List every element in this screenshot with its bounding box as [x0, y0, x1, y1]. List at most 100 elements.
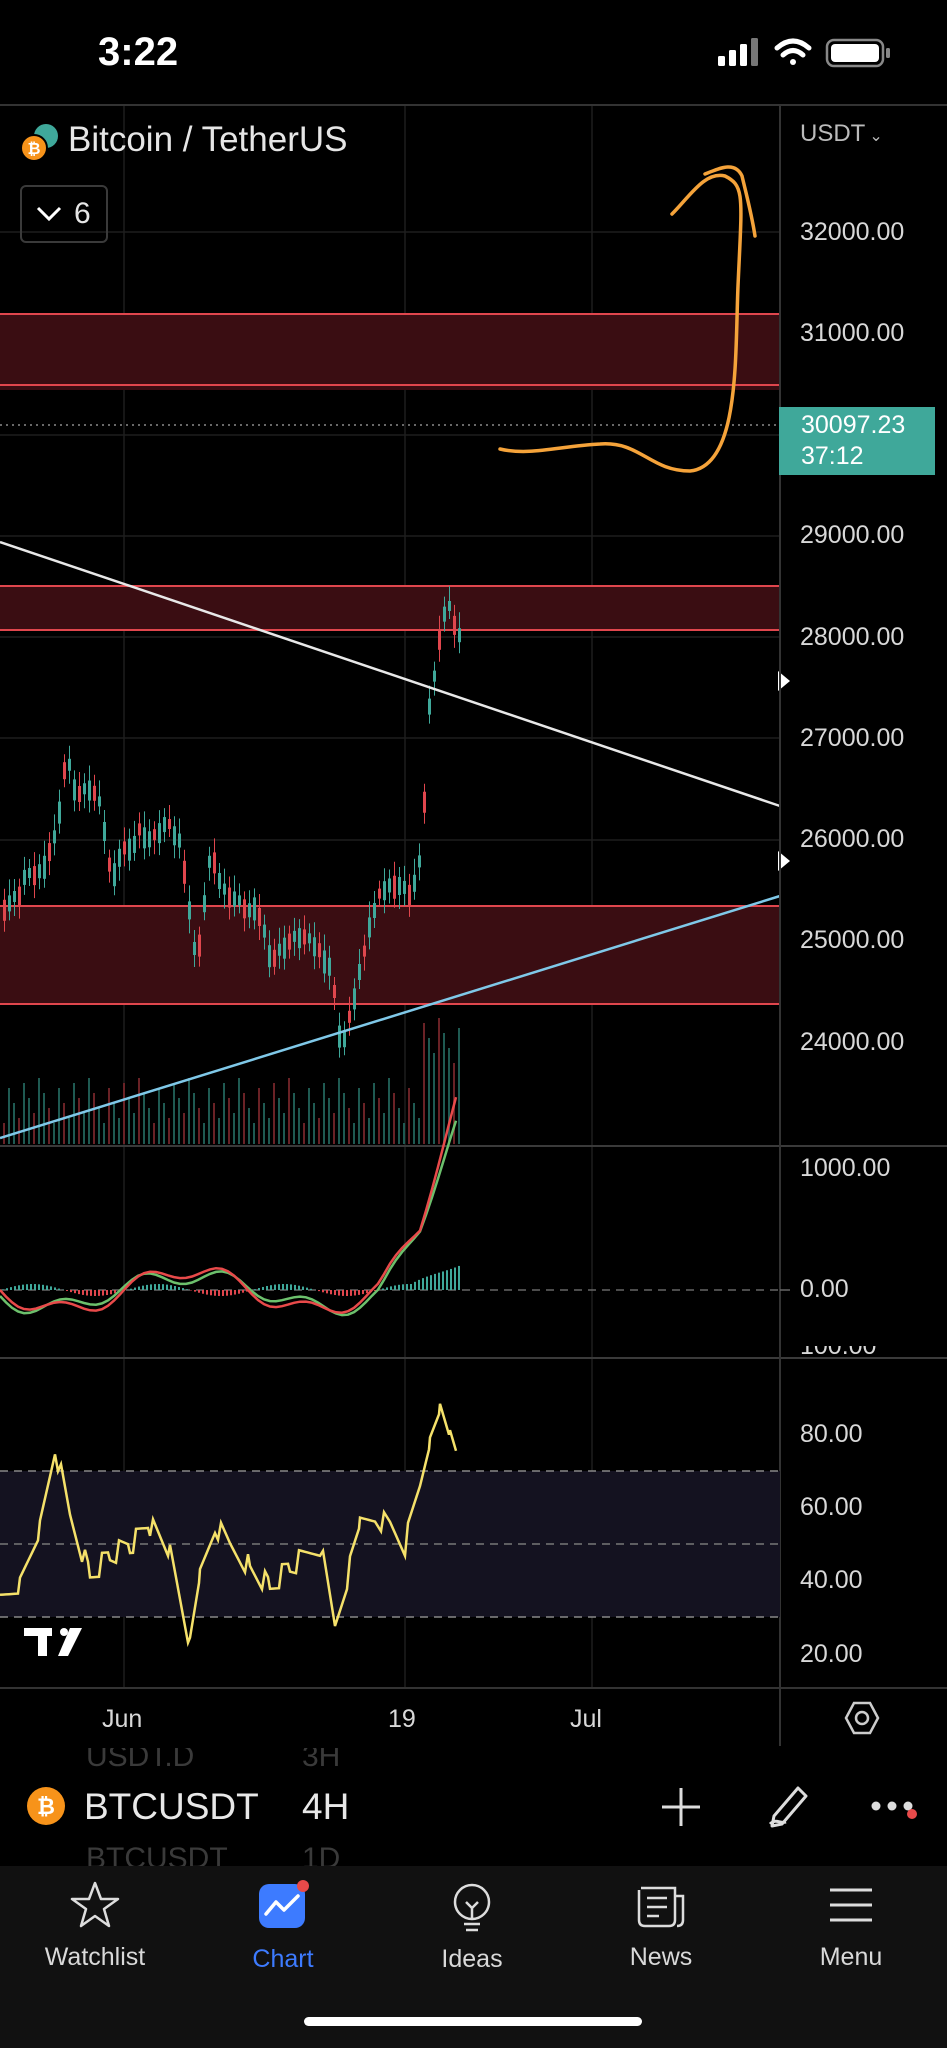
volume-bar	[78, 1098, 80, 1144]
candle-body	[123, 841, 126, 855]
volume-bar	[223, 1083, 225, 1144]
candle-body	[113, 863, 116, 887]
candle-body	[423, 791, 426, 813]
pen-icon[interactable]	[762, 1780, 812, 1830]
volume-bar	[263, 1103, 265, 1144]
candle-body	[298, 928, 301, 949]
chevron-down-icon: ⌄	[869, 128, 883, 145]
macd-histogram-bar	[434, 1273, 436, 1290]
macd-histogram-bar	[390, 1286, 392, 1290]
volume-bar	[383, 1113, 385, 1144]
volume-bar	[153, 1123, 155, 1144]
candle-body	[223, 883, 226, 895]
volume-bar	[348, 1108, 350, 1144]
volume-bar	[238, 1078, 240, 1144]
candle-body	[278, 943, 281, 956]
macd-histogram-bar	[342, 1290, 344, 1296]
candle-countdown: 37:12	[801, 442, 864, 470]
macd-histogram-bar	[198, 1290, 200, 1293]
candle-body	[363, 945, 366, 957]
plus-icon[interactable]	[660, 1786, 702, 1828]
battery-icon	[825, 38, 890, 68]
more-icon[interactable]	[868, 1792, 918, 1820]
macd-histogram-bar	[286, 1284, 288, 1290]
macd-axis-label: 0.00	[800, 1275, 849, 1303]
volume-bar	[183, 1113, 185, 1144]
macd-histogram	[2, 1265, 460, 1296]
candle-body	[8, 895, 11, 912]
candle-body	[373, 903, 376, 918]
indicators-toggle[interactable]: 6	[20, 185, 108, 243]
candle-body	[188, 901, 191, 920]
candle-body	[228, 887, 231, 908]
nav-menu[interactable]: Menu	[776, 1880, 926, 1972]
volume-bar	[433, 1053, 435, 1144]
interval-selector[interactable]: 4H	[302, 1786, 350, 1827]
macd-histogram-bar	[290, 1284, 292, 1290]
candle-body	[23, 869, 26, 885]
candlesticks	[3, 586, 461, 1058]
candle-body	[128, 838, 131, 861]
macd-histogram-bar	[38, 1284, 40, 1290]
candle-body	[378, 888, 381, 899]
macd-histogram-bar	[82, 1290, 84, 1295]
chart-settings-icon[interactable]	[844, 1700, 880, 1736]
candle-body	[198, 934, 201, 957]
volume-bar	[163, 1103, 165, 1144]
nav-chart[interactable]: Chart	[208, 1880, 358, 1974]
volume-bar	[203, 1123, 205, 1144]
hamburger-icon	[830, 1888, 872, 1922]
candle-body	[173, 826, 176, 846]
macd-histogram-bar	[334, 1290, 336, 1296]
volume-bar	[283, 1113, 285, 1144]
rsi-line	[0, 1403, 458, 1648]
price-label: 25000.00	[800, 926, 905, 954]
macd-histogram-bar	[426, 1276, 428, 1290]
macd-histogram-bar	[346, 1290, 348, 1296]
candle-body	[158, 823, 161, 844]
symbol-bar[interactable]: USDT.D 3H BTCUSDT 1D ₿ BTCUSDT 4H	[0, 1748, 947, 1866]
currency-select[interactable]: USDT ⌄	[800, 120, 883, 148]
nav-ideas[interactable]: Ideas	[397, 1880, 547, 1974]
macd-histogram-bar	[134, 1287, 136, 1290]
macd-histogram-bar	[398, 1284, 400, 1290]
chart-canvas[interactable]	[0, 106, 947, 1746]
support-zone-middle	[0, 585, 780, 631]
candle-body	[268, 945, 271, 968]
candle-body	[438, 629, 441, 650]
symbol-ticker[interactable]: BTCUSDT	[84, 1786, 259, 1827]
candle-body	[143, 827, 146, 849]
macd-histogram-bar	[6, 1288, 8, 1290]
candle-body	[93, 785, 96, 801]
candle-body	[308, 933, 311, 944]
macd-histogram-bar	[226, 1290, 228, 1296]
candle-body	[343, 1030, 346, 1048]
macd-histogram-bar	[442, 1271, 444, 1290]
volume-bar	[13, 1103, 15, 1144]
nav-watchlist[interactable]: Watchlist	[20, 1880, 170, 1972]
volume-bar	[63, 1103, 65, 1144]
price-label: 28000.00	[800, 623, 905, 651]
volume-bar	[198, 1108, 200, 1144]
current-price-badge: 30097.23 37:12	[779, 407, 935, 475]
volume-bar	[418, 1118, 420, 1144]
volume-bar	[123, 1083, 125, 1144]
rsi-axis-label: 100.00	[800, 1346, 877, 1360]
nav-news[interactable]: News	[586, 1880, 736, 1972]
rsi-axis-label: 20.00	[800, 1640, 863, 1668]
candle-body	[83, 783, 86, 795]
macd-histogram-bar	[238, 1290, 240, 1294]
signal-icon	[718, 38, 758, 66]
time-axis-label: 19	[388, 1705, 416, 1733]
volume-bar	[213, 1103, 215, 1144]
tradingview-logo	[24, 1628, 82, 1656]
price-label: 27000.00	[800, 724, 905, 752]
candle-body	[208, 855, 211, 868]
macd-histogram-bar	[458, 1265, 460, 1290]
macd-histogram-bar	[438, 1272, 440, 1290]
volume-bar	[143, 1093, 145, 1144]
macd-histogram-bar	[282, 1284, 284, 1290]
macd-histogram-bar	[106, 1290, 108, 1295]
candle-body	[243, 899, 246, 919]
volume-bar	[273, 1083, 275, 1144]
